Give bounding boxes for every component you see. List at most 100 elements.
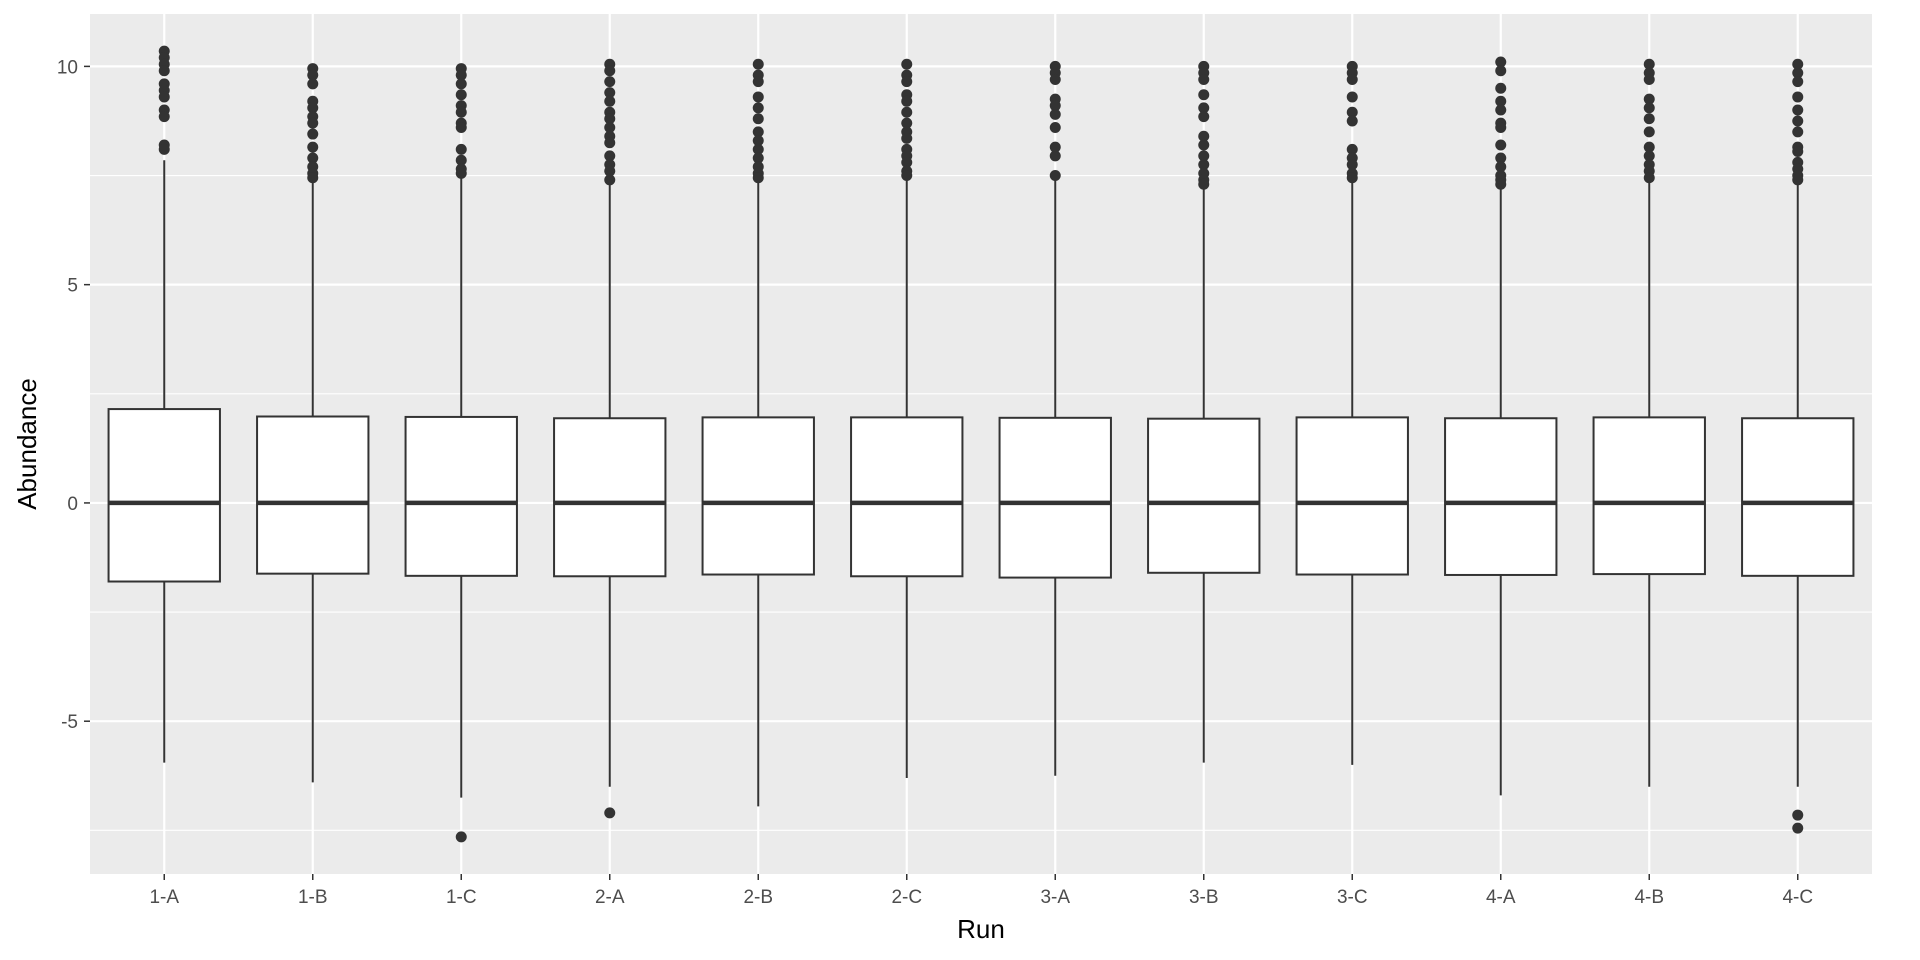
interquartile-box bbox=[553, 417, 667, 578]
outlier-point bbox=[604, 150, 616, 162]
outlier-point bbox=[1792, 126, 1804, 138]
outlier-point bbox=[455, 143, 467, 155]
box-4-a bbox=[1444, 56, 1558, 796]
outlier-point bbox=[1049, 73, 1061, 85]
outlier-point bbox=[752, 102, 764, 114]
box-4-b bbox=[1592, 58, 1706, 787]
outlier-point bbox=[1049, 108, 1061, 120]
outlier-point bbox=[752, 152, 764, 164]
outlier-point bbox=[1792, 822, 1804, 834]
outlier-point bbox=[1198, 139, 1210, 151]
outlier-point bbox=[1049, 170, 1061, 182]
outlier-point bbox=[1643, 172, 1655, 184]
outlier-point bbox=[1792, 115, 1804, 127]
outlier-point bbox=[1495, 95, 1507, 107]
outlier-point bbox=[1495, 122, 1507, 134]
outlier-point bbox=[1346, 73, 1358, 85]
outlier-point bbox=[455, 831, 467, 843]
outlier-point bbox=[1049, 141, 1061, 153]
outlier-point bbox=[901, 76, 913, 88]
outlier-point bbox=[158, 111, 170, 123]
outlier-point bbox=[901, 106, 913, 118]
plot-panel bbox=[90, 14, 1872, 874]
outlier-point bbox=[1346, 115, 1358, 127]
outlier-point bbox=[604, 87, 616, 99]
box-1-b bbox=[256, 63, 370, 783]
outlier-point bbox=[604, 122, 616, 134]
outlier-point bbox=[1643, 150, 1655, 162]
outlier-point bbox=[1643, 126, 1655, 138]
outlier-point bbox=[1495, 161, 1507, 173]
outlier-point bbox=[1495, 178, 1507, 190]
interquartile-box bbox=[850, 416, 964, 578]
interquartile-box bbox=[1444, 417, 1558, 576]
outlier-point bbox=[1495, 65, 1507, 77]
outlier-point bbox=[1792, 76, 1804, 88]
box-1-c bbox=[404, 63, 518, 843]
outlier-point bbox=[307, 172, 319, 184]
interquartile-box bbox=[1295, 416, 1409, 576]
box-3-b bbox=[1147, 60, 1261, 763]
outlier-point bbox=[1198, 102, 1210, 114]
outlier-point bbox=[1198, 178, 1210, 190]
interquartile-box bbox=[1592, 416, 1706, 576]
outlier-point bbox=[1346, 172, 1358, 184]
x-tick-label: 1-A bbox=[149, 887, 179, 908]
box-1-a bbox=[107, 45, 221, 763]
outlier-point bbox=[1198, 150, 1210, 162]
outlier-point bbox=[455, 167, 467, 179]
outlier-point bbox=[604, 165, 616, 177]
outlier-point bbox=[752, 76, 764, 88]
outlier-point bbox=[307, 128, 319, 140]
x-axis-title: Run bbox=[957, 914, 1005, 944]
y-axis: -5 0 5 10 bbox=[57, 57, 90, 733]
outlier-point bbox=[1346, 106, 1358, 118]
outlier-point bbox=[1643, 93, 1655, 105]
outlier-point bbox=[1792, 146, 1804, 158]
interquartile-box bbox=[404, 415, 518, 577]
outlier-point bbox=[1792, 104, 1804, 116]
outlier-point bbox=[455, 122, 467, 134]
x-axis: 1-A 1-B 1-C 2-A 2-B 2-C 3-A 3-B 3-C 4-A 4-B 4-C bbox=[149, 874, 1813, 908]
outlier-point bbox=[752, 58, 764, 70]
outlier-point bbox=[1346, 91, 1358, 103]
outlier-point bbox=[1049, 122, 1061, 134]
outlier-point bbox=[1792, 91, 1804, 103]
x-tick-label: 4-C bbox=[1782, 887, 1813, 908]
outlier-point bbox=[1643, 113, 1655, 125]
box-2-b bbox=[701, 58, 815, 807]
outlier-point bbox=[1643, 102, 1655, 114]
outlier-point bbox=[1198, 89, 1210, 101]
outlier-point bbox=[901, 117, 913, 129]
outlier-point bbox=[307, 141, 319, 153]
outlier-point bbox=[455, 78, 467, 90]
outlier-point bbox=[1198, 73, 1210, 85]
box-series bbox=[107, 45, 1855, 843]
outlier-point bbox=[901, 95, 913, 107]
outlier-point bbox=[1643, 73, 1655, 85]
interquartile-box bbox=[1147, 417, 1261, 574]
outlier-point bbox=[1792, 58, 1804, 70]
outlier-point bbox=[1495, 56, 1507, 68]
outlier-point bbox=[158, 65, 170, 77]
outlier-point bbox=[604, 76, 616, 88]
outlier-point bbox=[901, 170, 913, 182]
y-tick-label: 0 bbox=[67, 494, 78, 515]
outlier-point bbox=[307, 78, 319, 90]
x-tick-label: 1-B bbox=[298, 887, 328, 908]
outlier-point bbox=[604, 95, 616, 107]
outlier-point bbox=[604, 137, 616, 149]
interquartile-box bbox=[1741, 417, 1855, 577]
outlier-point bbox=[158, 91, 170, 103]
outlier-point bbox=[455, 89, 467, 101]
outlier-point bbox=[752, 113, 764, 125]
outlier-point bbox=[1495, 139, 1507, 151]
outlier-point bbox=[1198, 111, 1210, 123]
interquartile-box bbox=[701, 416, 815, 576]
outlier-point bbox=[1792, 67, 1804, 79]
outlier-point bbox=[752, 143, 764, 155]
outlier-point bbox=[1198, 130, 1210, 142]
outlier-point bbox=[1049, 100, 1061, 112]
outlier-point bbox=[901, 156, 913, 168]
outlier-point bbox=[604, 174, 616, 186]
